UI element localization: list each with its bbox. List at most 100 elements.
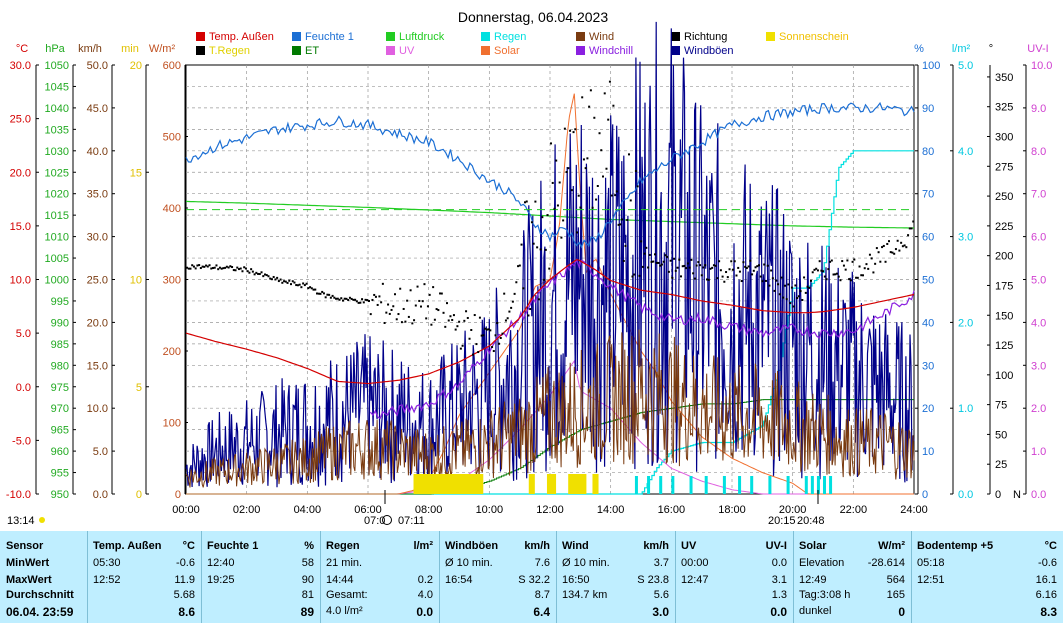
direction-point: [660, 263, 663, 266]
stats-column: Bodentemp +5 °C 05:18 -0.6 12:51 16.1 6.16 8.3: [911, 531, 1063, 623]
axis-tick-label: 200: [163, 346, 181, 358]
direction-point: [264, 273, 266, 276]
direction-point: [433, 318, 436, 321]
stats-cell-label: 05:18: [917, 557, 945, 569]
axis-tick-label: 1015: [45, 210, 69, 222]
direction-point: [796, 297, 799, 300]
direction-point: [747, 265, 750, 268]
stats-column-title: Bodentemp +5: [917, 540, 994, 552]
direction-point: [546, 214, 549, 217]
stats-cell-label: Ø 10 min.: [445, 557, 493, 569]
direction-point: [414, 304, 417, 307]
stats-cell-label: Ø 10 min.: [562, 557, 610, 569]
direction-point: [343, 297, 346, 300]
direction-point: [634, 170, 637, 173]
axis-tick-label: 3.0: [958, 232, 973, 244]
direction-point: [770, 269, 773, 272]
direction-point: [856, 276, 859, 279]
direction-point: [654, 253, 656, 256]
direction-point: [811, 271, 814, 274]
legend-entry: Sonnenschein: [779, 31, 849, 43]
direction-point: [598, 132, 601, 135]
direction-point: [461, 344, 464, 347]
direction-point: [848, 278, 851, 281]
direction-point: [894, 248, 897, 251]
direction-point: [426, 305, 429, 308]
direction-point: [257, 272, 260, 275]
direction-point: [879, 260, 882, 263]
legend-entry: Temp. Außen: [209, 31, 274, 43]
direction-point: [482, 334, 485, 337]
direction-point: [669, 259, 672, 262]
axis-tick-label: 1040: [45, 103, 69, 115]
direction-point: [742, 261, 745, 264]
stats-cell-value: 90: [301, 574, 314, 586]
axis-tick-label: 350: [995, 72, 1013, 84]
stats-cell-label: 05:30: [93, 557, 121, 569]
axis-tick-label: 0: [136, 489, 142, 501]
plot-area: [185, 21, 915, 495]
direction-point: [680, 275, 682, 278]
legend-swatch: [386, 32, 395, 41]
direction-point: [667, 270, 670, 273]
direction-point: [225, 265, 228, 268]
axis-tick-label: 5: [136, 382, 142, 394]
stats-cell-value: -28.614: [867, 557, 905, 569]
direction-point: [799, 290, 802, 293]
row-label-sensor: Sensor: [6, 540, 44, 552]
direction-point: [411, 322, 414, 325]
direction-point: [527, 314, 530, 317]
stats-cell-value: -0.6: [176, 557, 195, 569]
direction-point: [699, 264, 702, 267]
direction-point: [650, 260, 653, 263]
direction-point: [801, 298, 804, 301]
axis-tick-label: 1045: [45, 81, 69, 93]
direction-point: [673, 257, 676, 260]
direction-point: [671, 276, 674, 279]
direction-point: [794, 284, 797, 287]
axis-tick-label: 1020: [45, 189, 69, 201]
direction-point: [692, 272, 695, 275]
stats-column-title: Regen: [326, 540, 360, 552]
direction-point: [648, 253, 651, 256]
direction-point: [357, 301, 360, 304]
direction-point: [588, 105, 591, 108]
stats-cell-value: 8.7: [534, 589, 550, 601]
direction-point: [825, 278, 828, 281]
stats-cell-label: 19:25: [207, 574, 235, 586]
legend-swatch: [576, 32, 585, 41]
axis-tick-label: 980: [51, 360, 69, 372]
direction-point: [420, 305, 422, 308]
direction-point: [893, 252, 896, 255]
axis-tick-label: 975: [51, 382, 69, 394]
direction-point: [345, 297, 348, 300]
stats-cell-label: 4.0 l/m²: [326, 605, 363, 617]
direction-point: [655, 261, 658, 264]
series-line-windb-en: [185, 21, 915, 488]
direction-point: [421, 300, 424, 303]
axis-tick-label: 5.0: [1031, 275, 1046, 287]
direction-point: [288, 279, 291, 282]
sun-row: 13:14 07:0 07:11 20:15 20:48: [7, 490, 825, 527]
axis-tick-label: 25: [995, 459, 1007, 471]
direction-point: [192, 265, 195, 268]
x-tick-label: 20:00: [779, 504, 807, 516]
axis-tick-label: 15.0: [10, 221, 31, 233]
direction-point: [901, 245, 904, 248]
direction-point: [265, 274, 268, 277]
direction-point: [258, 273, 261, 276]
direction-point: [608, 80, 611, 83]
direction-point: [324, 296, 327, 299]
direction-point: [756, 265, 759, 268]
direction-point: [629, 199, 632, 202]
direction-point: [834, 273, 837, 276]
axis-tick-label: 5.0: [16, 328, 31, 340]
direction-point: [602, 175, 604, 178]
direction-point: [558, 181, 561, 184]
direction-point: [317, 292, 320, 295]
direction-point: [321, 290, 324, 293]
stats-cell-value: 0.0: [416, 605, 433, 619]
direction-point: [406, 299, 409, 302]
direction-point: [395, 318, 398, 321]
axis-tick-label: 4.0: [1031, 317, 1046, 329]
